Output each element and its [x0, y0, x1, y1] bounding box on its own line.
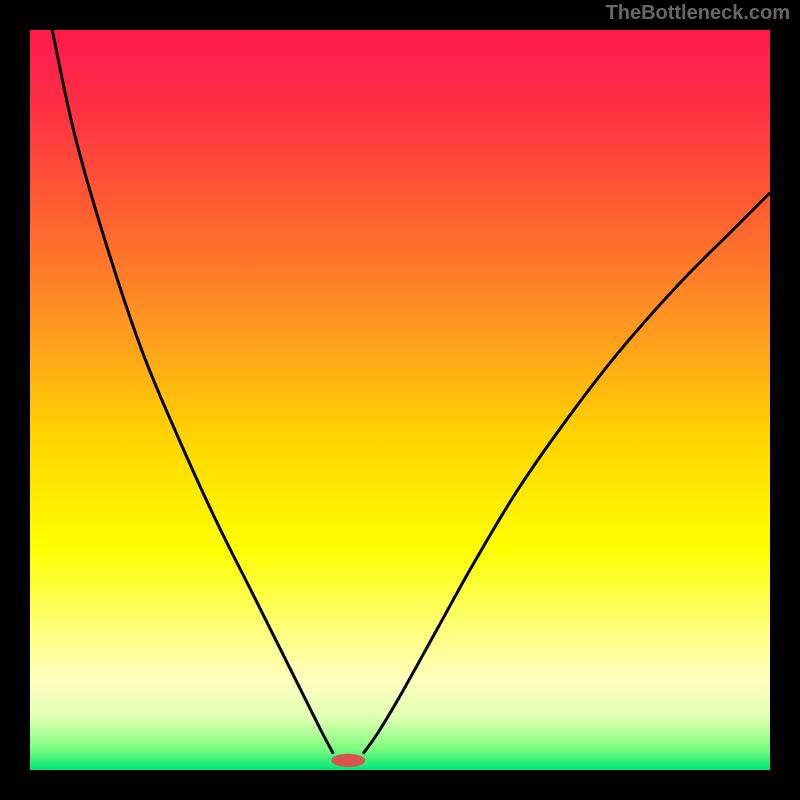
- optimal-marker: [331, 754, 365, 767]
- plot-background: [30, 30, 770, 770]
- chart-container: { "watermark": { "text": "TheBottleneck.…: [0, 0, 800, 800]
- watermark-text: TheBottleneck.com: [606, 2, 790, 25]
- bottleneck-chart: [0, 0, 800, 800]
